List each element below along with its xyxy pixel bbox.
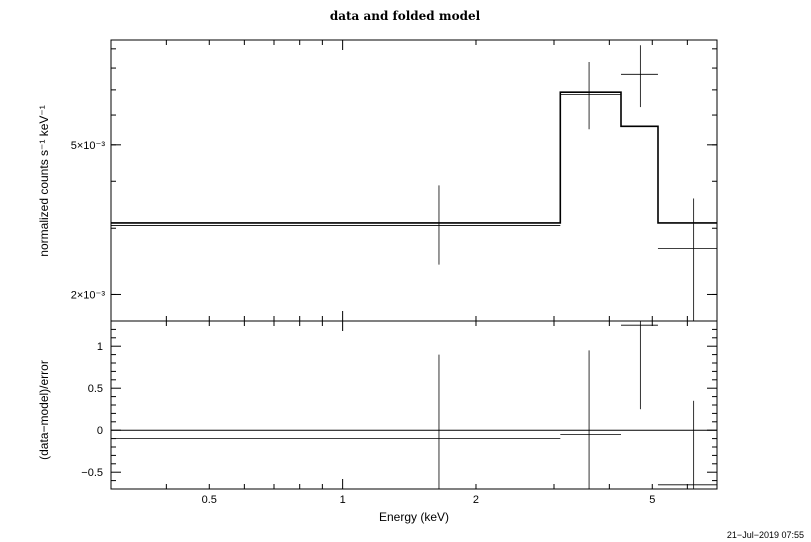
data-point [621, 45, 658, 108]
x-tick-label: 5 [649, 494, 655, 506]
y-tick-label: 1 [97, 341, 103, 353]
x-tick-label: 2 [473, 494, 479, 506]
top-panel-frame [110, 39, 718, 322]
top-ticks: 5×10⁻³ 2×10⁻³ [71, 40, 717, 321]
residual-point [111, 354, 561, 489]
bottom-panel: 0.5 1 2 5 1 0.5 0 −0.5 [81, 320, 718, 506]
residual-point [621, 321, 658, 410]
x-tick-label: 0.5 [202, 494, 217, 506]
y-tick-label: 2×10⁻³ [71, 289, 106, 301]
data-point [560, 62, 622, 130]
top-marks [111, 45, 717, 321]
x-axis-label: Energy (keV) [379, 510, 449, 524]
y-tick-label: −0.5 [81, 467, 103, 479]
data-point [111, 185, 561, 265]
y-tick-label: 5×10⁻³ [71, 140, 106, 152]
bottom-ticks: 0.5 1 2 5 1 0.5 0 −0.5 [81, 321, 717, 506]
bottom-marks [111, 321, 717, 489]
y-tick-label: 0.5 [88, 383, 103, 395]
top-y-axis-label: normalized counts s⁻¹ keV⁻¹ [37, 105, 51, 256]
x-tick-label: 1 [340, 494, 346, 506]
timestamp: 21−Jul−2019 07:55 [727, 530, 804, 540]
y-tick-label: 0 [97, 425, 103, 437]
chart-title: data and folded model [330, 9, 481, 23]
bottom-panel-frame [110, 320, 718, 490]
bottom-y-axis-label: (data−model)/error [37, 360, 51, 460]
data-point [657, 198, 717, 321]
top-panel: 5×10⁻³ 2×10⁻³ [71, 39, 718, 322]
model-line [111, 91, 717, 224]
residual-point [560, 350, 622, 489]
residual-point [657, 400, 717, 489]
